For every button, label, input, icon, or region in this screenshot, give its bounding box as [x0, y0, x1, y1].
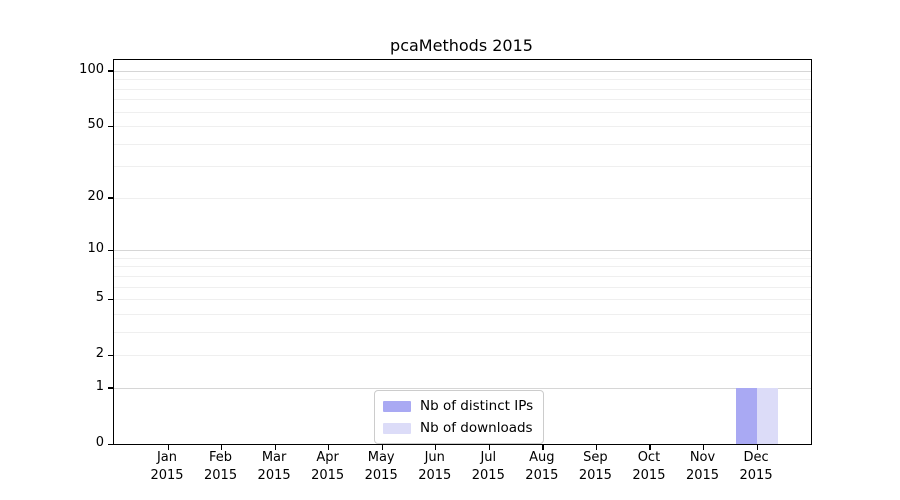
x-tick-label: Dec 2015 — [739, 450, 773, 483]
y-tick-mark — [108, 354, 113, 356]
gridline-major — [114, 250, 811, 252]
legend-label-downloads: Nb of downloads — [420, 420, 533, 436]
legend-swatch-distinct-ips — [383, 400, 411, 412]
chart-title: pcaMethods 2015 — [390, 36, 533, 55]
legend-swatch-downloads — [383, 422, 411, 434]
x-tick-mark — [435, 445, 437, 450]
y-tick-label: 2 — [95, 346, 104, 362]
gridline-minor — [114, 275, 811, 277]
legend-item-distinct-ips: Nb of distinct IPs — [383, 398, 533, 414]
x-tick-mark — [221, 445, 223, 450]
gridline-minor — [114, 286, 811, 288]
y-tick-mark — [108, 387, 113, 389]
x-tick-mark — [756, 445, 758, 450]
gridline-minor — [114, 88, 811, 90]
gridline-minor — [114, 111, 811, 113]
gridline-minor — [114, 355, 811, 357]
y-tick-label: 100 — [79, 61, 104, 77]
y-tick-label: 20 — [87, 188, 104, 204]
y-tick-mark — [108, 197, 113, 199]
gridline-minor — [114, 266, 811, 268]
x-tick-label: Sep 2015 — [578, 450, 612, 483]
x-tick-mark — [274, 445, 276, 450]
x-tick-label: May 2015 — [364, 450, 398, 483]
x-tick-mark — [595, 445, 598, 450]
gridline-minor — [114, 143, 811, 145]
gridline-minor — [114, 313, 811, 315]
x-tick-label: Feb 2015 — [204, 450, 238, 483]
x-tick-mark — [328, 445, 330, 450]
legend: Nb of distinct IPs Nb of downloads — [374, 390, 545, 444]
gridline-minor — [114, 197, 811, 199]
y-tick-mark — [108, 70, 113, 72]
y-tick-mark — [108, 249, 113, 251]
gridline-minor — [114, 166, 811, 168]
x-tick-label: Nov 2015 — [685, 450, 720, 483]
x-tick-label: Jul 2015 — [471, 450, 505, 483]
x-tick-label: Apr 2015 — [311, 450, 345, 483]
y-tick-mark — [108, 298, 113, 300]
gridline-minor — [114, 79, 811, 81]
gridline-minor — [114, 257, 811, 259]
y-tick-mark — [108, 125, 113, 127]
x-tick-mark — [703, 445, 705, 450]
legend-label-distinct-ips: Nb of distinct IPs — [420, 398, 534, 414]
x-tick-label: Aug 2015 — [525, 450, 559, 483]
plot-area — [108, 59, 812, 450]
gridline-minor — [114, 99, 811, 101]
gridline-major — [114, 70, 811, 72]
gridline-major — [114, 387, 811, 389]
x-tick-mark — [381, 445, 383, 450]
y-tick-label: 1 — [95, 378, 104, 394]
bar-distinct-ips — [736, 387, 758, 444]
y-tick-label: 50 — [87, 117, 104, 133]
x-tick-label: Jan 2015 — [150, 450, 184, 483]
x-tick-label: Mar 2015 — [257, 450, 291, 483]
x-tick-mark — [488, 445, 490, 450]
y-tick-label: 5 — [95, 290, 104, 306]
legend-item-downloads: Nb of downloads — [383, 420, 533, 436]
bar-downloads — [757, 387, 779, 444]
x-tick-mark — [167, 445, 169, 450]
y-tick-mark — [108, 443, 113, 445]
gridline-minor — [114, 331, 811, 333]
y-tick-label: 10 — [87, 241, 104, 257]
x-tick-label: Jun 2015 — [418, 450, 452, 483]
x-tick-mark — [649, 445, 651, 450]
y-tick-label: 0 — [95, 435, 104, 450]
x-tick-label: Oct 2015 — [632, 450, 666, 483]
gridline-minor — [114, 126, 811, 128]
x-tick-mark — [542, 445, 544, 450]
gridline-minor — [114, 299, 811, 301]
